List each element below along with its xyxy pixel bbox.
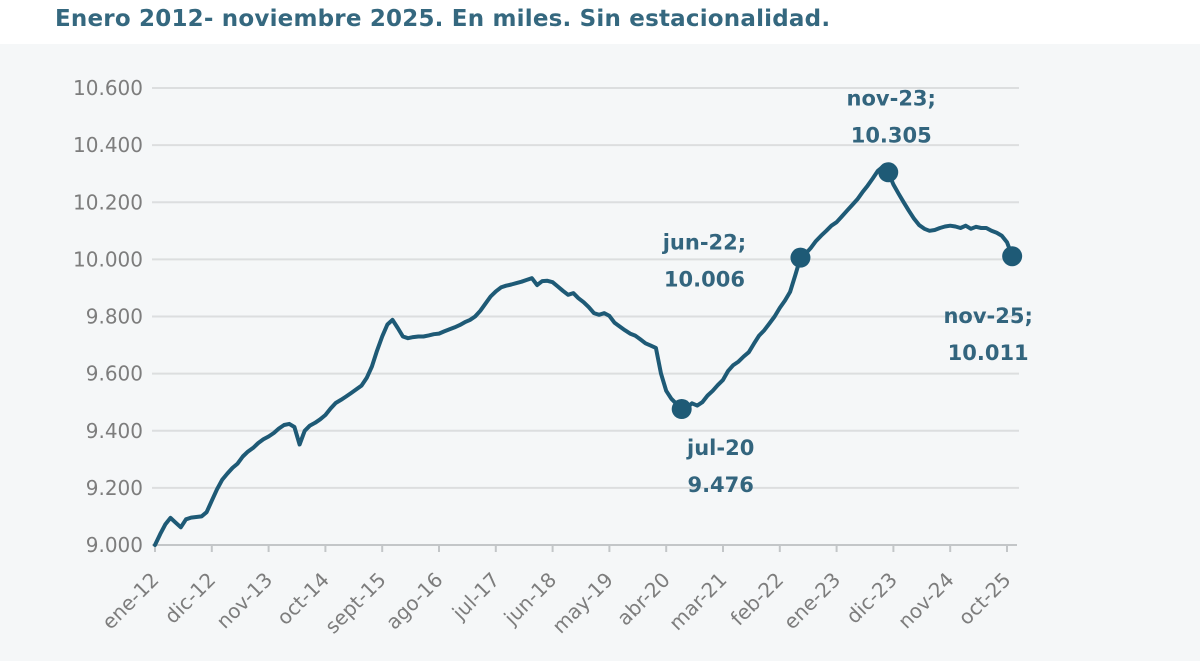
annotation-value: 9.476: [687, 473, 753, 497]
y-axis-tick-label: 10.400: [73, 133, 143, 157]
series-line: [153, 164, 1015, 547]
y-axis-tick-label: 10.600: [73, 76, 143, 100]
data-point-marker: [878, 162, 899, 183]
y-axis-tick-label: 9.800: [86, 305, 143, 329]
annotation-value: 10.011: [948, 341, 1029, 365]
x-axis-tick-label: ago-16: [381, 568, 448, 635]
chart-panel: [0, 44, 1200, 661]
annotation-value: 10.006: [664, 268, 745, 292]
annotation-label: nov-25;: [943, 304, 1032, 328]
y-axis-tick-label: 10.200: [73, 190, 143, 214]
annotation-label: nov-23;: [847, 86, 936, 110]
x-axis-tick-label: dic-12: [160, 568, 221, 629]
annotation-label: jun-22;: [662, 231, 746, 255]
x-axis-tick-label: dic-23: [841, 568, 902, 629]
y-axis-tick-label: 10.000: [73, 247, 143, 271]
x-axis-tick-label: mar-21: [664, 568, 731, 635]
data-point-marker: [1002, 246, 1023, 267]
x-axis-tick-label: may-19: [547, 568, 618, 639]
x-axis-tick-label: jul-17: [447, 568, 505, 626]
x-axis-tick-label: oct-25: [953, 568, 1015, 630]
x-axis-tick-label: nov-24: [893, 568, 959, 634]
x-axis-tick-label: abr-20: [612, 568, 675, 631]
y-axis-tick-label: 9.600: [86, 362, 143, 386]
data-point-marker: [790, 247, 811, 268]
annotation-label: jul-20: [686, 436, 754, 460]
x-axis-tick-label: sept-15: [320, 568, 391, 639]
y-axis-tick-label: 9.000: [86, 533, 143, 557]
x-axis-tick-label: feb-22: [726, 568, 789, 631]
annotation-value: 10.305: [851, 123, 932, 147]
data-point-marker: [671, 399, 692, 420]
chart-title: Enero 2012- noviembre 2025. En miles. Si…: [55, 6, 831, 32]
x-axis-tick-label: ene-12: [97, 568, 163, 634]
y-axis-tick-label: 9.200: [86, 476, 143, 500]
y-axis-tick-label: 9.400: [86, 419, 143, 443]
x-axis-tick-label: ene-23: [779, 568, 845, 634]
x-axis-tick-label: nov-13: [211, 568, 277, 634]
